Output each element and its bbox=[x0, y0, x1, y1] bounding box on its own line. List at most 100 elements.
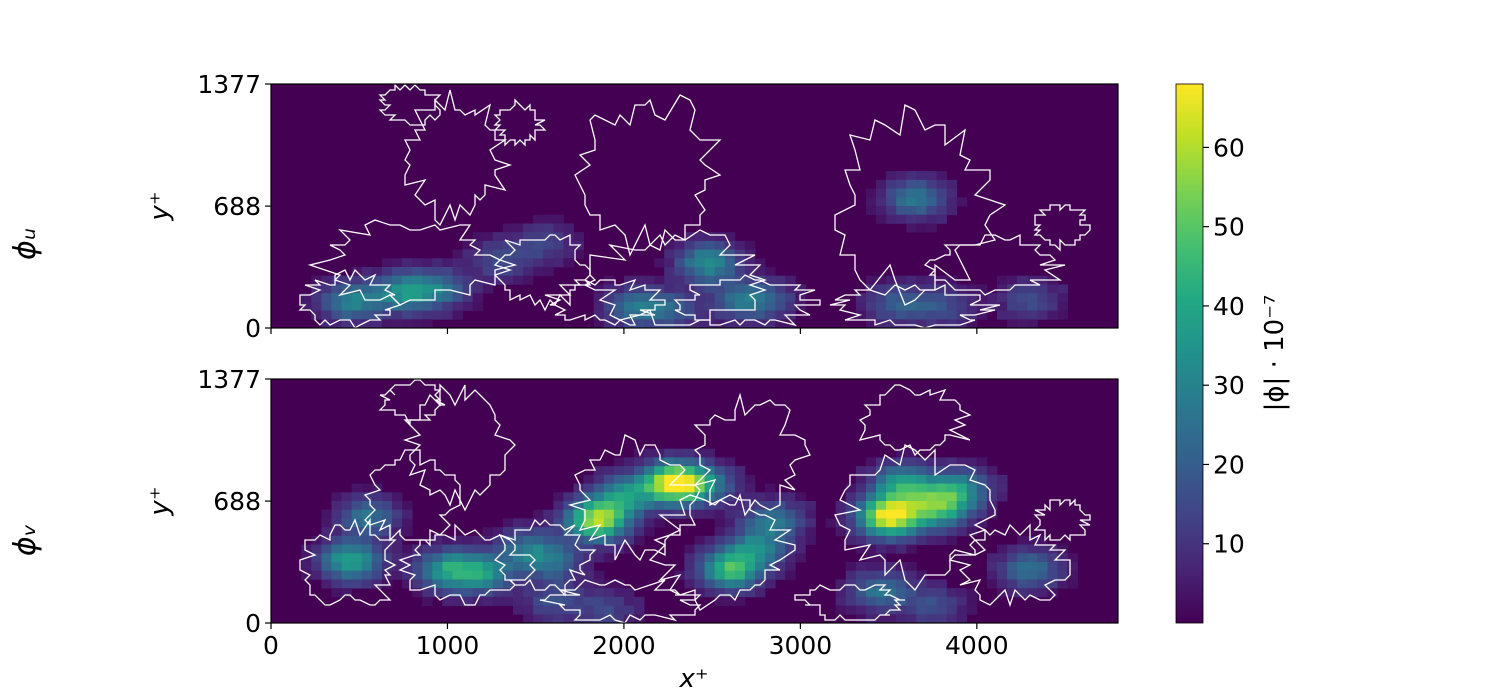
heat-cell bbox=[865, 501, 877, 511]
heat-cell bbox=[896, 596, 907, 606]
heat-cell bbox=[371, 553, 383, 563]
heat-cell bbox=[533, 535, 544, 545]
heat-cell bbox=[936, 179, 947, 189]
heat-cell bbox=[906, 509, 917, 519]
heat-cell bbox=[1017, 293, 1028, 303]
heat-cell bbox=[724, 258, 736, 268]
heat-cell bbox=[714, 527, 726, 537]
heat-cell bbox=[896, 284, 907, 294]
colorbar-tick-label: 60 bbox=[1213, 133, 1245, 162]
heat-cell bbox=[876, 188, 887, 198]
heat-cell bbox=[1047, 310, 1058, 320]
heat-cell bbox=[744, 518, 756, 528]
heat-cell bbox=[321, 570, 332, 580]
heat-cell bbox=[724, 284, 736, 294]
heat-cell bbox=[906, 596, 917, 606]
heat-cell bbox=[805, 509, 816, 519]
heat-cell bbox=[331, 492, 342, 502]
heat-cell bbox=[492, 596, 504, 606]
heat-cell bbox=[351, 501, 363, 511]
heat-cell bbox=[876, 492, 887, 502]
heat-cell bbox=[543, 588, 554, 598]
heat-cell bbox=[311, 535, 322, 545]
heat-cell bbox=[734, 570, 746, 580]
heat-cell bbox=[997, 474, 1008, 484]
heat-cell bbox=[926, 474, 937, 484]
heat-cell bbox=[976, 518, 988, 528]
heat-cell bbox=[775, 501, 786, 511]
heat-cell bbox=[593, 553, 605, 563]
heat-cell bbox=[533, 544, 544, 554]
heat-cell bbox=[502, 527, 514, 537]
heat-cell bbox=[371, 483, 383, 493]
heat-cell bbox=[654, 457, 665, 467]
heat-cell bbox=[724, 457, 736, 467]
heat-cell bbox=[361, 275, 373, 285]
heat-cell bbox=[472, 240, 484, 250]
heat-cell bbox=[361, 562, 373, 572]
heat-cell bbox=[301, 544, 312, 554]
heat-cell bbox=[502, 553, 514, 563]
heat-cell bbox=[361, 301, 373, 311]
heat-cell bbox=[452, 310, 463, 320]
heat-cell bbox=[886, 492, 897, 502]
heat-cell bbox=[452, 249, 463, 259]
heat-cell bbox=[593, 301, 605, 311]
heat-cell bbox=[765, 544, 776, 554]
heat-cell bbox=[714, 509, 726, 519]
heat-cell bbox=[523, 527, 534, 537]
heat-cell bbox=[694, 492, 705, 502]
contour-line bbox=[363, 449, 461, 547]
heat-cell bbox=[946, 588, 958, 598]
heat-cell bbox=[603, 518, 615, 528]
heat-cell bbox=[734, 240, 746, 250]
heat-cell bbox=[482, 267, 494, 277]
heat-cell bbox=[412, 588, 423, 598]
heat-cell bbox=[543, 553, 554, 563]
heat-cell bbox=[916, 614, 927, 624]
heat-cell bbox=[381, 284, 393, 294]
heat-cell bbox=[1017, 275, 1028, 285]
heat-cell bbox=[795, 527, 806, 537]
heat-cell bbox=[865, 474, 877, 484]
heat-cell bbox=[1017, 588, 1028, 598]
heat-cell bbox=[926, 310, 937, 320]
heat-cell bbox=[613, 301, 625, 311]
heat-cell bbox=[402, 284, 413, 294]
heat-cell bbox=[855, 605, 867, 615]
heat-cell bbox=[936, 197, 947, 207]
heat-cell bbox=[694, 570, 705, 580]
heat-cell bbox=[613, 596, 625, 606]
heat-cell bbox=[543, 535, 554, 545]
heat-cell bbox=[744, 284, 756, 294]
heat-cell bbox=[513, 562, 524, 572]
heat-cell bbox=[865, 605, 877, 615]
heat-cell bbox=[775, 310, 786, 320]
heat-cell bbox=[997, 483, 1008, 493]
heat-cell bbox=[785, 293, 796, 303]
heat-cell bbox=[664, 492, 675, 502]
heat-cell bbox=[402, 258, 413, 268]
heat-cell bbox=[1037, 535, 1048, 545]
heat-cell bbox=[896, 171, 907, 181]
heat-cell bbox=[462, 579, 474, 589]
heat-cell bbox=[634, 275, 645, 285]
heat-cell bbox=[331, 544, 342, 554]
heat-cell bbox=[855, 466, 867, 476]
heat-cell bbox=[1067, 579, 1079, 589]
heat-cell bbox=[714, 579, 726, 589]
heat-cell bbox=[593, 293, 605, 303]
heat-cell bbox=[906, 544, 917, 554]
heat-cell bbox=[714, 501, 726, 511]
heat-cell bbox=[926, 483, 937, 493]
heat-cell bbox=[865, 492, 877, 502]
heat-cell bbox=[563, 553, 574, 563]
heat-cell bbox=[936, 535, 947, 545]
heat-cell bbox=[654, 483, 665, 493]
heat-cell bbox=[684, 492, 695, 502]
heat-cell bbox=[351, 301, 363, 311]
panel-phi-u: ϕᵤ y⁺ 0 688 1377 bbox=[8, 70, 1119, 343]
heat-cell bbox=[926, 301, 937, 311]
contour-line bbox=[493, 518, 597, 597]
heat-cell bbox=[744, 509, 756, 519]
